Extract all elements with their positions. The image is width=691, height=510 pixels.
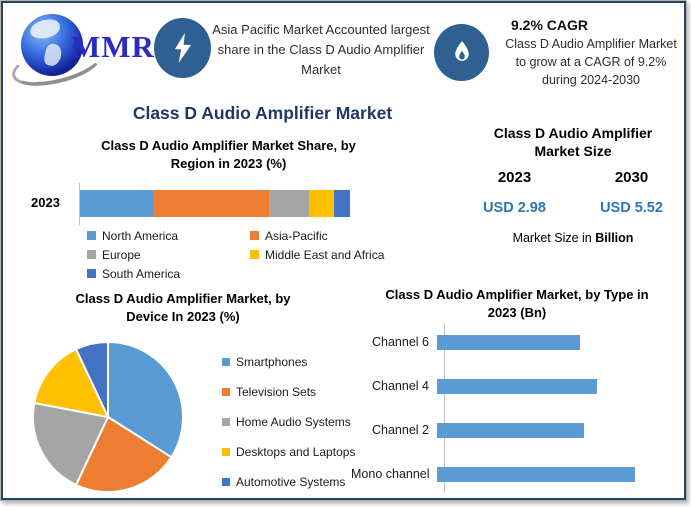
type-bar-channel-2 — [437, 422, 584, 438]
region-legend-item-north-america: North America — [87, 226, 250, 245]
type-bar-channel-6 — [437, 334, 580, 350]
value-left: USD 2.98 — [483, 200, 546, 217]
market-size-title: Class D Audio Amplifier Market Size — [493, 125, 653, 160]
infographic-canvas: MMR Asia Pacific Market Accounted larges… — [1, 1, 686, 500]
device-legend-item-home-audio-systems: Home Audio Systems — [222, 407, 355, 437]
legend-swatch-icon — [222, 388, 230, 396]
value-right: USD 5.52 — [600, 200, 663, 217]
type-category-label: Channel 4 — [372, 379, 429, 393]
legend-swatch-icon — [87, 250, 96, 259]
region-legend: North America Asia-Pacific Europe Middle Ea… — [87, 226, 387, 283]
region-category-label: 2023 — [31, 195, 60, 210]
legend-swatch-icon — [222, 418, 230, 426]
type-bar-row-channel-2: Channel 2 — [351, 408, 681, 452]
region-segment-middle-east-and-africa — [309, 190, 334, 217]
cagr-block: 9.2% CAGR Class D Audio Amplifier Market… — [495, 17, 684, 89]
device-legend: Smartphones Television Sets Home Audio Sys… — [222, 347, 355, 497]
type-bar-row-channel-4: Channel 4 — [351, 364, 681, 408]
device-legend-label: Smartphones — [236, 355, 308, 369]
infographic-frame: MMR Asia Pacific Market Accounted larges… — [0, 0, 687, 501]
type-category-label: Channel 6 — [372, 335, 429, 349]
market-size-values: USD 2.98 USD 5.52 — [456, 200, 684, 217]
region-segment-north-america — [80, 190, 153, 217]
cagr-body: Class D Audio Amplifier Market to grow a… — [505, 37, 677, 88]
type-bar-row-mono-channel: Mono channel — [351, 452, 681, 496]
device-legend-item-smartphones: Smartphones — [222, 347, 355, 377]
region-legend-item-south-america: South America — [87, 264, 250, 283]
legend-swatch-icon — [87, 269, 96, 278]
device-legend-item-automotive-systems: Automotive Systems — [222, 467, 355, 497]
logo-text: MMR — [71, 29, 155, 64]
device-legend-label: Home Audio Systems — [236, 415, 351, 429]
device-legend-label: Automotive Systems — [236, 475, 346, 489]
pie-slice-home-audio-systems — [32, 401, 110, 487]
pie-slice-desktops-and-laptops — [33, 347, 110, 419]
region-segment-asia-pacific — [152, 190, 269, 217]
market-size-panel: Class D Audio Amplifier Market Size 2023… — [456, 124, 684, 246]
type-category-label: Mono channel — [351, 467, 430, 481]
type-bar-track — [437, 422, 681, 438]
region-chart-title: Class D Audio Amplifier Market Share, by… — [101, 138, 356, 171]
type-bar-track — [437, 466, 681, 482]
note-bold: Billion — [595, 231, 634, 246]
note-prefix: Market Size in — [512, 231, 596, 246]
type-category-label: Channel 2 — [372, 423, 429, 437]
flame-icon — [454, 40, 469, 61]
type-bar-chart: Channel 6 Channel 4 Channel 2 Mono channel — [351, 320, 681, 496]
legend-swatch-icon — [250, 250, 259, 259]
year-left: 2023 — [497, 169, 532, 187]
page-title: Class D Audio Amplifier Market — [132, 103, 393, 123]
region-legend-label: Europe — [102, 247, 141, 262]
market-size-note: Market Size in Billion — [456, 231, 684, 246]
mmr-logo: MMR — [8, 7, 161, 94]
legend-swatch-icon — [222, 478, 230, 486]
region-segment-europe — [268, 190, 310, 217]
lightning-badge — [154, 18, 211, 78]
region-legend-label: Middle East and Africa — [265, 247, 385, 262]
region-legend-item-europe: Europe — [87, 245, 250, 264]
pie-slice-automotive-systems — [74, 340, 109, 418]
legend-swatch-icon — [222, 448, 230, 456]
region-axis-line — [79, 183, 80, 225]
type-bar-track — [437, 334, 681, 350]
region-segment-south-america — [333, 190, 350, 217]
type-bar-mono-channel — [437, 466, 635, 482]
device-legend-item-desktops-and-laptops: Desktops and Laptops — [222, 437, 355, 467]
region-legend-label: North America — [102, 228, 179, 243]
device-legend-item-television-sets: Television Sets — [222, 377, 355, 407]
globe-icon — [21, 14, 83, 76]
header-highlight-text: Asia Pacific Market Accounted largest sh… — [212, 22, 430, 78]
type-bar-row-channel-6: Channel 6 — [351, 320, 681, 364]
year-right: 2030 — [614, 169, 649, 187]
region-stacked-bar — [80, 190, 350, 217]
cagr-heading: 9.2% CAGR — [511, 17, 589, 33]
region-legend-item-middle-east-and-africa: Middle East and Africa — [250, 245, 387, 264]
legend-swatch-icon — [87, 231, 96, 240]
device-legend-label: Desktops and Laptops — [236, 445, 356, 459]
market-size-years: 2023 2030 — [456, 169, 684, 187]
region-legend-label: South America — [102, 266, 181, 281]
device-pie-chart — [32, 340, 184, 493]
type-bar-track — [437, 378, 681, 394]
type-bar-channel-4 — [437, 378, 597, 394]
device-chart-title: Class D Audio Amplifier Market, by Devic… — [75, 291, 291, 324]
type-chart-title: Class D Audio Amplifier Market, by Type … — [385, 287, 649, 320]
region-legend-item-asia-pacific: Asia-Pacific — [250, 226, 387, 245]
legend-swatch-icon — [250, 231, 259, 240]
region-legend-label: Asia-Pacific — [265, 228, 328, 243]
legend-swatch-icon — [222, 358, 230, 366]
type-axis-line — [444, 323, 445, 493]
flame-badge — [434, 24, 489, 81]
lightning-icon — [174, 33, 191, 63]
device-legend-label: Television Sets — [236, 385, 317, 399]
